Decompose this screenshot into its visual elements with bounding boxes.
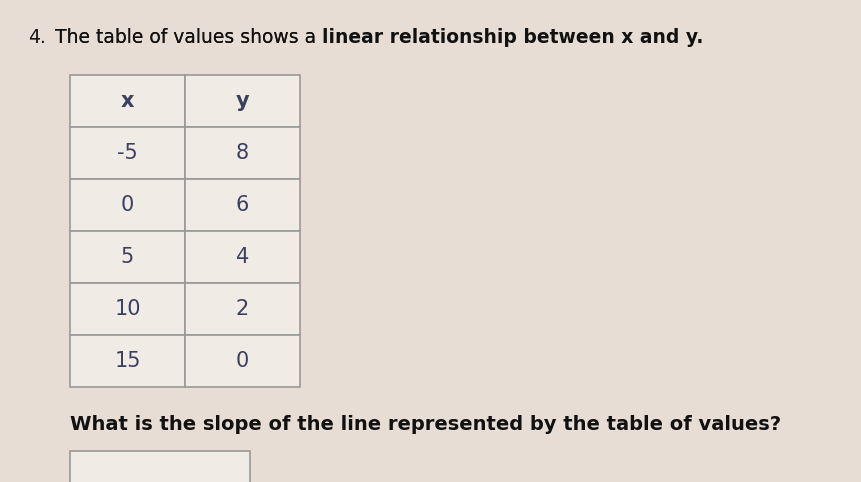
Bar: [70, 283, 185, 335]
Text: 2: 2: [236, 299, 249, 319]
Bar: [70, 335, 185, 387]
Bar: [185, 179, 300, 231]
Text: 15: 15: [115, 351, 140, 371]
Text: linear relationship between x and y.: linear relationship between x and y.: [322, 28, 703, 47]
Text: 10: 10: [115, 299, 140, 319]
Text: 4: 4: [236, 247, 249, 267]
Bar: [185, 75, 300, 127]
Bar: [185, 283, 300, 335]
Text: 0: 0: [236, 351, 249, 371]
Text: 4.: 4.: [28, 28, 46, 47]
Bar: [70, 451, 250, 482]
Bar: [185, 231, 300, 283]
Text: 5: 5: [121, 247, 134, 267]
Bar: [70, 179, 185, 231]
Text: -5: -5: [117, 143, 138, 163]
Bar: [185, 335, 300, 387]
Text: The table of values shows a: The table of values shows a: [55, 28, 322, 47]
Bar: [70, 75, 185, 127]
Text: y: y: [235, 91, 249, 111]
Bar: [70, 127, 185, 179]
Text: x: x: [121, 91, 134, 111]
Bar: [70, 231, 185, 283]
Bar: [185, 127, 300, 179]
Text: The table of values shows a: The table of values shows a: [55, 28, 322, 47]
Text: 0: 0: [121, 195, 134, 215]
Text: 8: 8: [236, 143, 249, 163]
Text: What is the slope of the line represented by the table of values?: What is the slope of the line represente…: [70, 415, 780, 434]
Text: 6: 6: [236, 195, 249, 215]
